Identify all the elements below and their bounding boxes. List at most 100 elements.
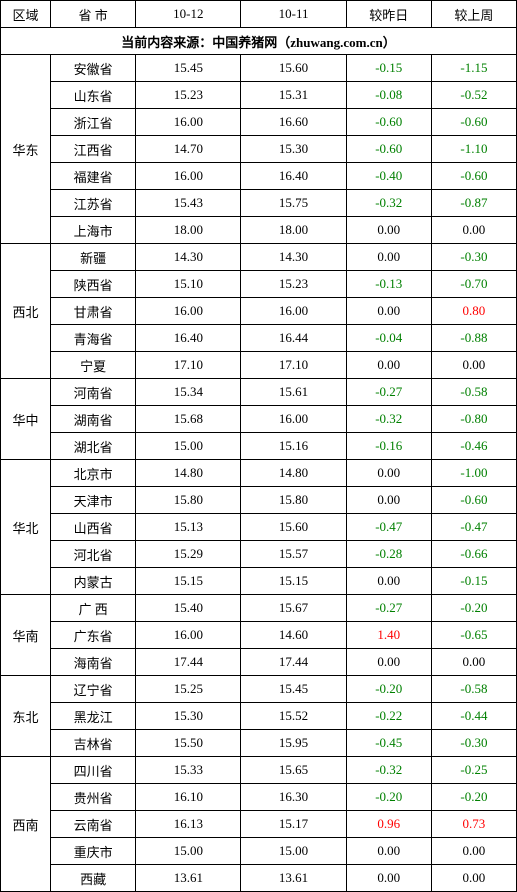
value-b-cell: 18.00 (241, 217, 346, 244)
table-row: 上海市18.0018.000.000.00 (1, 217, 517, 244)
value-a-cell: 16.00 (136, 622, 241, 649)
value-a-cell: 15.33 (136, 757, 241, 784)
header-col-b: 10-11 (241, 1, 346, 28)
value-a-cell: 16.10 (136, 784, 241, 811)
province-cell: 河南省 (51, 379, 136, 406)
value-a-cell: 15.10 (136, 271, 241, 298)
province-cell: 青海省 (51, 325, 136, 352)
value-a-cell: 15.15 (136, 568, 241, 595)
value-a-cell: 15.30 (136, 703, 241, 730)
province-cell: 重庆市 (51, 838, 136, 865)
province-cell: 西藏 (51, 865, 136, 892)
delta-day-cell: -0.04 (346, 325, 431, 352)
table-row: 华中河南省15.3415.61-0.27-0.58 (1, 379, 517, 406)
delta-day-cell: 0.00 (346, 649, 431, 676)
value-a-cell: 14.30 (136, 244, 241, 271)
value-b-cell: 15.52 (241, 703, 346, 730)
region-cell: 华东 (1, 55, 51, 244)
delta-day-cell: -0.60 (346, 109, 431, 136)
delta-day-cell: 0.96 (346, 811, 431, 838)
delta-day-cell: -0.15 (346, 55, 431, 82)
region-cell: 华北 (1, 460, 51, 595)
province-cell: 天津市 (51, 487, 136, 514)
delta-week-cell: -0.52 (431, 82, 516, 109)
value-a-cell: 17.10 (136, 352, 241, 379)
header-delta-week: 较上周 (431, 1, 516, 28)
value-a-cell: 16.00 (136, 163, 241, 190)
delta-day-cell: -0.08 (346, 82, 431, 109)
delta-week-cell: -0.47 (431, 514, 516, 541)
delta-week-cell: -0.20 (431, 595, 516, 622)
table-row: 华南广 西15.4015.67-0.27-0.20 (1, 595, 517, 622)
table-row: 陕西省15.1015.23-0.13-0.70 (1, 271, 517, 298)
delta-week-cell: -0.87 (431, 190, 516, 217)
region-cell: 西南 (1, 757, 51, 892)
value-b-cell: 16.60 (241, 109, 346, 136)
province-cell: 贵州省 (51, 784, 136, 811)
delta-day-cell: -0.32 (346, 190, 431, 217)
delta-day-cell: -0.60 (346, 136, 431, 163)
value-a-cell: 16.40 (136, 325, 241, 352)
table-row: 广东省16.0014.601.40-0.65 (1, 622, 517, 649)
value-a-cell: 15.00 (136, 838, 241, 865)
province-cell: 辽宁省 (51, 676, 136, 703)
table-row: 河北省15.2915.57-0.28-0.66 (1, 541, 517, 568)
table-row: 甘肃省16.0016.000.000.80 (1, 298, 517, 325)
province-cell: 内蒙古 (51, 568, 136, 595)
value-b-cell: 15.23 (241, 271, 346, 298)
delta-week-cell: -0.88 (431, 325, 516, 352)
value-a-cell: 15.13 (136, 514, 241, 541)
province-cell: 安徽省 (51, 55, 136, 82)
price-table-container: 区域 省 市 10-12 10-11 较昨日 较上周 当前内容来源：中国养猪网（… (0, 0, 517, 892)
delta-day-cell: 0.00 (346, 298, 431, 325)
header-col-a: 10-12 (136, 1, 241, 28)
value-b-cell: 14.80 (241, 460, 346, 487)
delta-day-cell: -0.47 (346, 514, 431, 541)
table-row: 天津市15.8015.800.00-0.60 (1, 487, 517, 514)
delta-week-cell: 0.73 (431, 811, 516, 838)
province-cell: 黑龙江 (51, 703, 136, 730)
table-row: 湖北省15.0015.16-0.16-0.46 (1, 433, 517, 460)
value-b-cell: 15.00 (241, 838, 346, 865)
value-a-cell: 14.80 (136, 460, 241, 487)
province-cell: 广东省 (51, 622, 136, 649)
price-table: 区域 省 市 10-12 10-11 较昨日 较上周 当前内容来源：中国养猪网（… (0, 0, 517, 892)
delta-week-cell: -0.66 (431, 541, 516, 568)
delta-week-cell: -0.58 (431, 676, 516, 703)
delta-day-cell: 0.00 (346, 217, 431, 244)
table-row: 山西省15.1315.60-0.47-0.47 (1, 514, 517, 541)
province-cell: 北京市 (51, 460, 136, 487)
value-b-cell: 13.61 (241, 865, 346, 892)
delta-day-cell: -0.16 (346, 433, 431, 460)
value-b-cell: 15.95 (241, 730, 346, 757)
value-a-cell: 15.68 (136, 406, 241, 433)
table-row: 东北辽宁省15.2515.45-0.20-0.58 (1, 676, 517, 703)
delta-week-cell: -0.20 (431, 784, 516, 811)
province-cell: 浙江省 (51, 109, 136, 136)
province-cell: 海南省 (51, 649, 136, 676)
delta-week-cell: -0.25 (431, 757, 516, 784)
value-a-cell: 16.13 (136, 811, 241, 838)
delta-week-cell: 0.80 (431, 298, 516, 325)
table-row: 西南四川省15.3315.65-0.32-0.25 (1, 757, 517, 784)
delta-week-cell: -0.44 (431, 703, 516, 730)
delta-week-cell: -0.58 (431, 379, 516, 406)
header-province: 省 市 (51, 1, 136, 28)
table-row: 湖南省15.6816.00-0.32-0.80 (1, 406, 517, 433)
province-cell: 江苏省 (51, 190, 136, 217)
province-cell: 宁夏 (51, 352, 136, 379)
delta-day-cell: -0.22 (346, 703, 431, 730)
value-b-cell: 15.80 (241, 487, 346, 514)
value-b-cell: 15.17 (241, 811, 346, 838)
delta-day-cell: -0.45 (346, 730, 431, 757)
value-a-cell: 16.00 (136, 109, 241, 136)
value-a-cell: 15.23 (136, 82, 241, 109)
value-a-cell: 15.29 (136, 541, 241, 568)
value-a-cell: 17.44 (136, 649, 241, 676)
table-row: 重庆市15.0015.000.000.00 (1, 838, 517, 865)
value-a-cell: 15.50 (136, 730, 241, 757)
table-row: 云南省16.1315.170.960.73 (1, 811, 517, 838)
delta-day-cell: -0.20 (346, 784, 431, 811)
delta-day-cell: 0.00 (346, 838, 431, 865)
value-b-cell: 16.00 (241, 298, 346, 325)
